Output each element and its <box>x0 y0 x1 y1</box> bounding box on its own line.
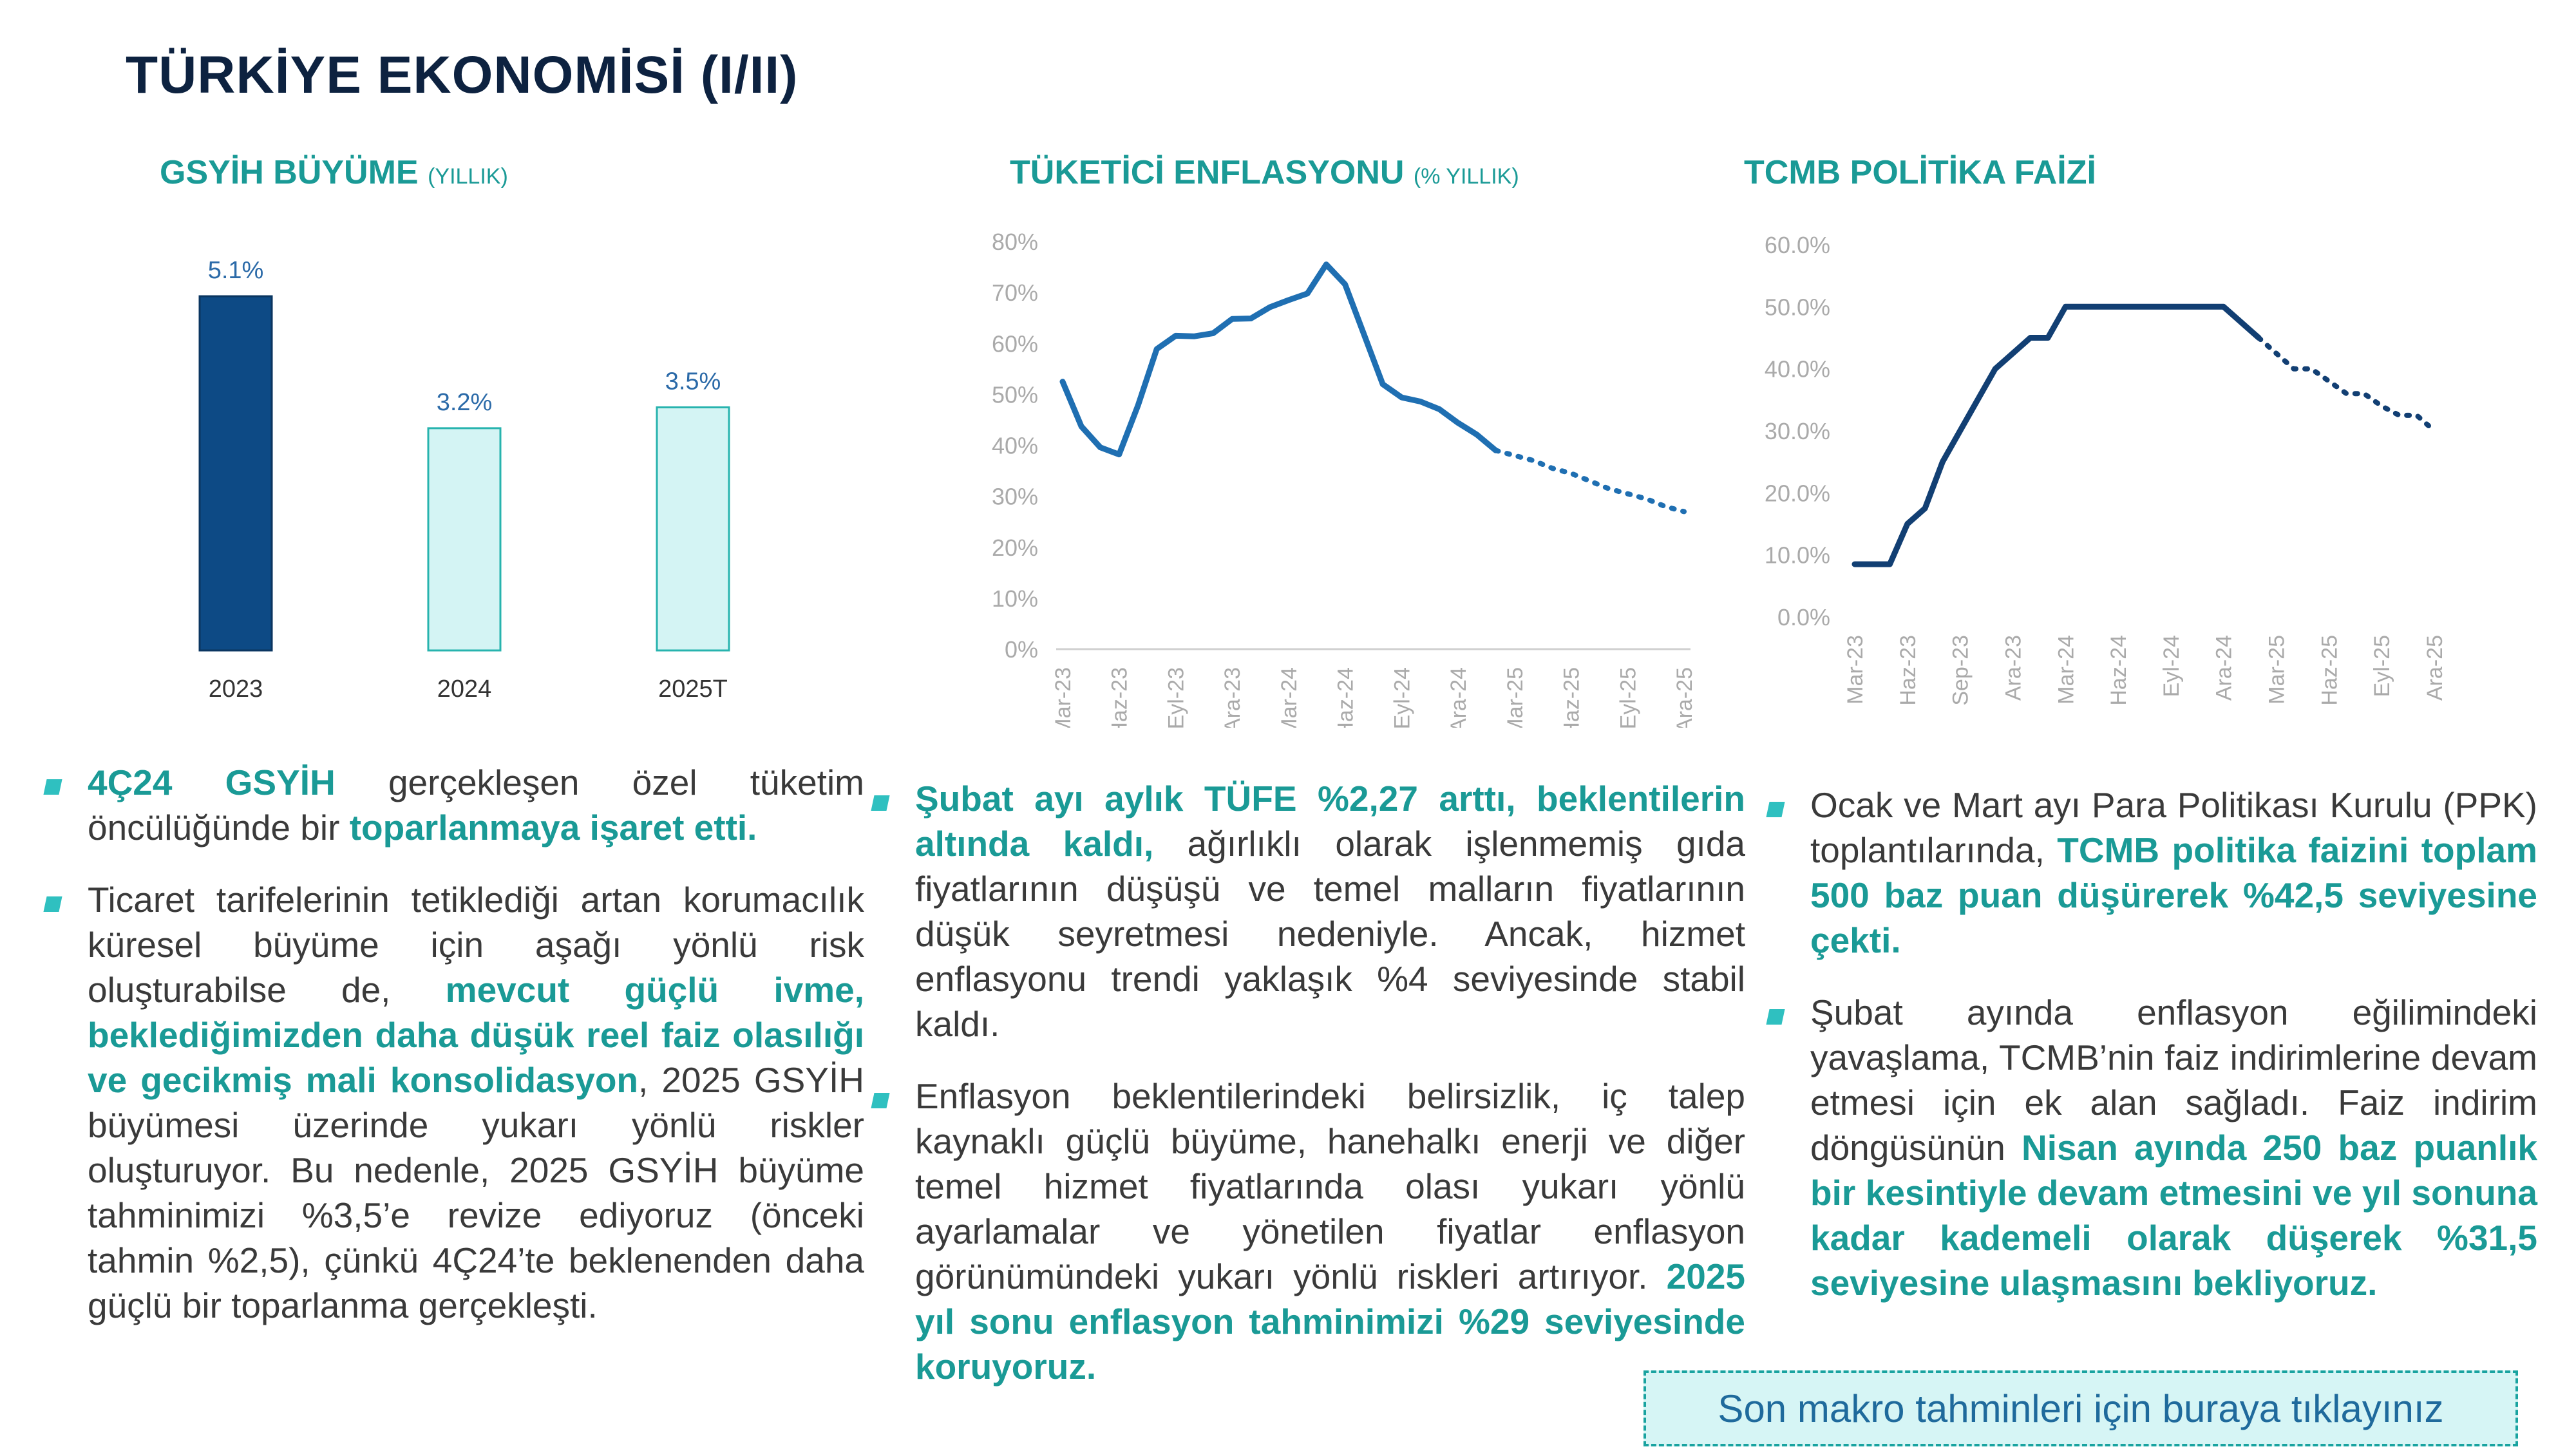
x-tick-label: Mar-24 <box>2054 635 2078 705</box>
x-tick-label: Eyl-25 <box>2370 635 2394 697</box>
y-tick-label: 30.0% <box>1765 418 1830 444</box>
x-tick-label: Ara-23 <box>1220 667 1245 728</box>
y-tick-label: 80% <box>992 229 1038 255</box>
body-text: Enflasyon beklentilerindeki belirsizlik,… <box>915 1076 1745 1296</box>
bar-2024 <box>427 427 502 652</box>
gdp-chart-title-text: GSYİH BÜYÜME <box>160 154 419 191</box>
bar-2025T <box>656 406 730 652</box>
x-tick-label: Eyl-25 <box>1616 667 1640 728</box>
x-tick-label: Eyl-23 <box>1164 667 1188 728</box>
commentary-bullet: 4Ç24 GSYİH gerçekleşen özel tüketim öncü… <box>43 760 864 850</box>
y-tick-label: 50% <box>992 381 1038 408</box>
body-text: Ocak ve Mart ayı Para Politikası Kurulu … <box>1810 785 2537 870</box>
rate-commentary: Ocak ve Mart ayı Para Politikası Kurulu … <box>1766 782 2537 1332</box>
highlight-text: mevcut güçlü ivme, beklediğimizden daha … <box>88 970 864 1100</box>
x-tick-label: Eyl-24 <box>1390 667 1414 728</box>
x-tick-label: Ara-24 <box>1446 667 1471 728</box>
forecast-series-line <box>1493 448 1687 515</box>
x-tick-label: Mar-23 <box>1051 667 1075 728</box>
bullet-square-icon <box>871 795 890 811</box>
y-tick-label: 10.0% <box>1765 542 1830 569</box>
y-tick-label: 40.0% <box>1765 356 1830 383</box>
bar-data-label: 5.1% <box>208 257 264 284</box>
x-tick-label: Haz-23 <box>1108 667 1132 728</box>
x-tick-label: Mar-24 <box>1277 667 1302 728</box>
bar-category-label: 2023 <box>209 676 263 703</box>
rate-chart-title-text: TCMB POLİTİKA FAİZİ <box>1744 154 2096 191</box>
bullet-square-icon <box>1766 802 1785 817</box>
bullet-square-icon <box>43 779 62 795</box>
highlight-text: TCMB politika faizini toplam 500 baz pua… <box>1810 830 2537 960</box>
highlight-text: toparlanmaya işaret etti. <box>349 808 757 848</box>
rate-chart-title: TCMB POLİTİKA FAİZİ <box>1744 153 2096 192</box>
highlight-text: 4Ç24 GSYİH <box>88 762 336 802</box>
commentary-bullet: Enflasyon beklentilerindeki belirsizlik,… <box>871 1074 1745 1389</box>
x-tick-label: Ara-25 <box>2423 635 2447 701</box>
gdp-chart-subtitle: (YILLIK) <box>428 164 508 189</box>
y-tick-label: 60.0% <box>1765 232 1830 258</box>
y-tick-label: 20.0% <box>1765 480 1830 506</box>
gdp-commentary: 4Ç24 GSYİH gerçekleşen özel tüketim öncü… <box>43 760 864 1355</box>
body-text: gerçekleşen özel tüketim öncülüğünde bir <box>88 762 864 848</box>
bar-data-label: 3.2% <box>437 389 493 416</box>
commentary-bullet: Ticaret tarifelerinin tetiklediği artan … <box>43 877 864 1328</box>
body-text: ağırlıklı olarak işlenmemiş gıda fiyatla… <box>915 824 1745 1044</box>
y-tick-label: 60% <box>992 330 1038 357</box>
cpi-line-chart: 0% 10% 20% 30% 40% 50% 60% 70% 80% Mar-23 Haz-23 Ey… <box>992 229 1697 728</box>
commentary-bullet: Şubat ayı aylık TÜFE %2,27 arttı, beklen… <box>871 776 1745 1046</box>
y-tick-label: 50.0% <box>1765 294 1830 320</box>
x-tick-label: Mar-23 <box>1843 635 1868 705</box>
x-tick-label: Haz-25 <box>2317 635 2342 706</box>
bullet-square-icon <box>871 1093 890 1108</box>
body-text: Şubat ayında enflasyon eğilimindeki yava… <box>1810 992 2537 1168</box>
x-tick-label: Haz-24 <box>2107 635 2131 706</box>
highlight-text: 2025 yıl sonu enflasyon tahminimizi %29 … <box>915 1256 1745 1387</box>
cpi-chart-subtitle: (% YILLIK) <box>1413 164 1519 189</box>
bullet-square-icon <box>43 896 62 912</box>
x-tick-label: Mar-25 <box>1503 667 1528 728</box>
cpi-commentary: Şubat ayı aylık TÜFE %2,27 arttı, beklen… <box>871 776 1745 1416</box>
cpi-chart-title-text: TÜKETİCİ ENFLASYONU <box>1010 154 1405 191</box>
commentary-bullet: Ocak ve Mart ayı Para Politikası Kurulu … <box>1766 782 2537 963</box>
page-title: TÜRKİYE EKONOMİSİ (I/II) <box>126 46 799 104</box>
y-tick-label: 20% <box>992 535 1038 561</box>
body-text: , 2025 GSYİH büyümesi üzerinde yukarı yö… <box>88 1060 864 1325</box>
x-tick-label: Haz-24 <box>1334 667 1358 728</box>
x-tick-label: Haz-23 <box>1896 635 1920 706</box>
y-tick-label: 0% <box>1005 636 1038 663</box>
policy-rate-line-chart: 0.0% 10.0% 20.0% 30.0% 40.0% 50.0% 60.0% Mar-23… <box>1765 232 2447 706</box>
macro-forecasts-link[interactable]: Son makro tahminleri için buraya tıklayı… <box>1643 1370 2518 1446</box>
forecast-series-line <box>2256 335 2437 433</box>
highlight-text: Şubat ayı aylık TÜFE %2,27 arttı, beklen… <box>915 779 1745 864</box>
bar-data-label: 3.5% <box>665 368 721 395</box>
bar-category-label: 2025T <box>658 676 728 703</box>
bar-2023 <box>198 295 273 652</box>
x-tick-label: Ara-24 <box>2212 635 2237 701</box>
commentary-bullet: Şubat ayında enflasyon eğilimindeki yava… <box>1766 990 2537 1305</box>
actual-series-line <box>1852 303 2262 567</box>
x-tick-label: Ara-23 <box>2001 635 2025 701</box>
y-tick-label: 30% <box>992 484 1038 510</box>
bar-category-label: 2024 <box>437 676 492 703</box>
y-tick-label: 10% <box>992 585 1038 612</box>
x-tick-label: Mar-25 <box>2265 635 2289 705</box>
gdp-chart-title: GSYİH BÜYÜME (YILLIK) <box>160 153 508 192</box>
y-tick-label: 70% <box>992 279 1038 306</box>
x-tick-label: Haz-25 <box>1560 667 1584 728</box>
x-tick-label: Eyl-24 <box>2159 635 2184 697</box>
x-tick-label: Sep-23 <box>1949 635 1973 706</box>
cpi-chart-title: TÜKETİCİ ENFLASYONU (% YILLIK) <box>1010 153 1519 192</box>
highlight-text: Nisan ayında 250 baz puanlık bir kesinti… <box>1810 1128 2537 1303</box>
x-tick-label: Ara-25 <box>1672 667 1697 728</box>
body-text: Ticaret tarifelerinin tetiklediği artan … <box>88 880 864 1010</box>
y-tick-label: 40% <box>992 433 1038 459</box>
y-tick-label: 0.0% <box>1777 604 1830 630</box>
gdp-bar-chart: 5.1% 2023 3.2% 2024 3.5% 2025T <box>198 257 730 703</box>
bullet-square-icon <box>1766 1009 1785 1025</box>
actual-series-line <box>1059 261 1499 458</box>
